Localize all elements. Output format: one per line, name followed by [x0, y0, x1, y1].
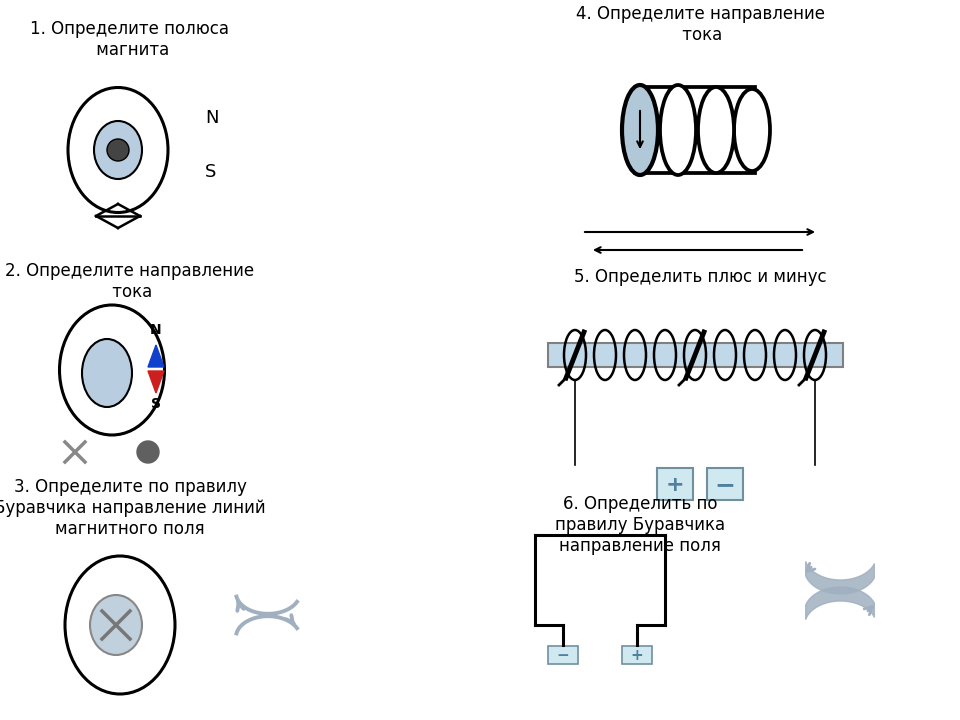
Text: 2. Определите направление
 тока: 2. Определите направление тока: [6, 262, 254, 301]
Circle shape: [107, 139, 129, 161]
FancyBboxPatch shape: [622, 646, 652, 664]
Ellipse shape: [734, 89, 770, 171]
Text: −: −: [714, 473, 735, 497]
Ellipse shape: [660, 85, 696, 175]
Text: −: −: [557, 647, 569, 662]
Ellipse shape: [698, 87, 734, 173]
Ellipse shape: [82, 339, 132, 407]
Text: 3. Определите по правилу
Буравчика направление линий
магнитного поля: 3. Определите по правилу Буравчика напра…: [0, 478, 266, 538]
Text: S: S: [205, 163, 216, 181]
Bar: [548, 343, 843, 367]
Text: N: N: [150, 323, 162, 337]
Polygon shape: [148, 345, 164, 367]
Text: 1. Определите полюса
 магнита: 1. Определите полюса магнита: [31, 20, 229, 59]
Text: 6. Определить по
правилу Буравчика
направление поля: 6. Определить по правилу Буравчика напра…: [555, 495, 725, 554]
Text: 4. Определите направление
 тока: 4. Определите направление тока: [575, 5, 825, 44]
Text: S: S: [151, 397, 161, 411]
Ellipse shape: [622, 85, 658, 175]
FancyBboxPatch shape: [657, 468, 693, 500]
FancyBboxPatch shape: [707, 468, 743, 500]
FancyBboxPatch shape: [548, 646, 578, 664]
Ellipse shape: [90, 595, 142, 655]
Text: +: +: [665, 475, 684, 495]
Circle shape: [137, 441, 159, 463]
Polygon shape: [148, 371, 164, 393]
Text: +: +: [631, 647, 643, 662]
Ellipse shape: [94, 121, 142, 179]
Text: 5. Определить плюс и минус: 5. Определить плюс и минус: [574, 268, 827, 286]
Text: N: N: [205, 109, 219, 127]
